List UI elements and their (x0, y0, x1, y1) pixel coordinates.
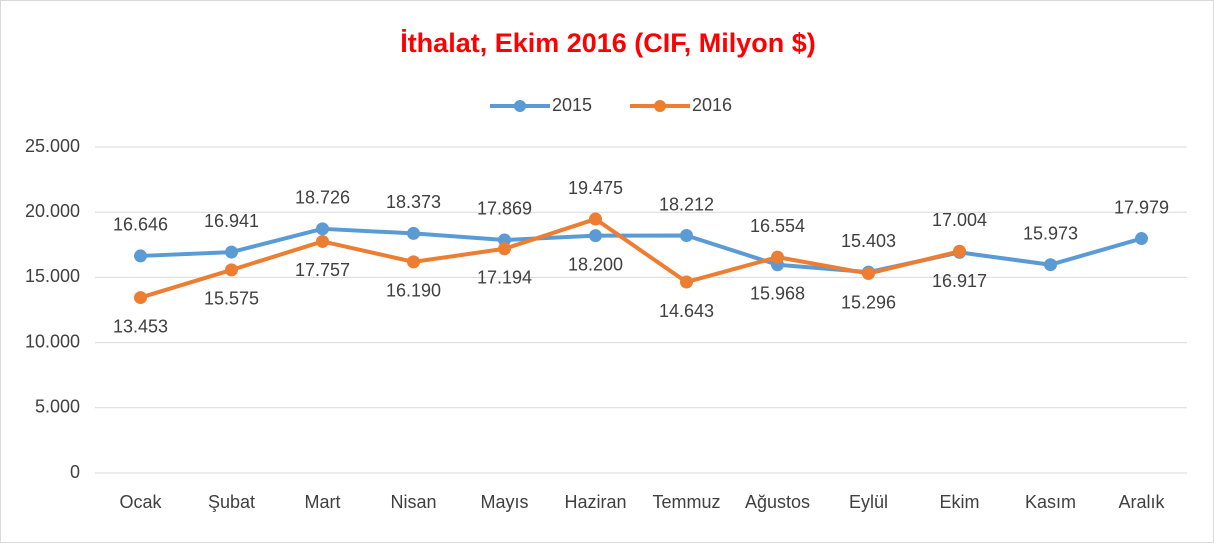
data-point (134, 249, 147, 263)
data-label: 16.554 (750, 216, 805, 236)
x-tick-label: Nisan (390, 492, 436, 512)
data-label: 16.646 (113, 215, 168, 235)
data-point (1044, 258, 1057, 272)
x-tick-label: Haziran (564, 492, 626, 512)
data-label: 17.194 (477, 268, 532, 288)
x-tick-label: Mayıs (480, 492, 528, 512)
data-label: 17.757 (295, 260, 350, 280)
data-point (225, 245, 238, 259)
y-tick-label: 15.000 (25, 266, 80, 286)
data-point (680, 275, 693, 289)
data-point (771, 250, 784, 264)
data-point (316, 222, 329, 236)
data-label: 18.726 (295, 188, 350, 208)
data-point (1135, 232, 1148, 246)
data-label: 14.643 (659, 301, 714, 321)
data-label: 18.373 (386, 192, 441, 212)
x-tick-label: Kasım (1025, 492, 1076, 512)
data-point (589, 212, 602, 226)
data-label: 17.004 (932, 210, 987, 230)
data-label: 17.869 (477, 199, 532, 219)
y-tick-label: 10.000 (25, 331, 80, 351)
data-label: 16.941 (204, 211, 259, 231)
y-tick-label: 5.000 (35, 397, 80, 417)
x-tick-label: Şubat (208, 492, 255, 512)
data-point (225, 263, 238, 277)
chart-title: İthalat, Ekim 2016 (CIF, Milyon $) (400, 28, 816, 58)
x-tick-label: Ağustos (745, 492, 810, 512)
data-point (589, 229, 602, 243)
data-point (316, 234, 329, 248)
legend-label: 2015 (552, 95, 592, 115)
y-tick-label: 0 (70, 462, 80, 482)
data-label: 18.200 (568, 254, 623, 274)
data-label: 13.453 (113, 316, 168, 336)
data-label: 18.212 (659, 194, 714, 214)
x-tick-label: Eylül (849, 492, 888, 512)
y-tick-label: 25.000 (25, 136, 80, 156)
data-label: 15.296 (841, 292, 896, 312)
x-tick-label: Aralık (1118, 492, 1165, 512)
series-line (140, 226, 1143, 275)
x-tick-label: Ekim (940, 492, 980, 512)
data-point (498, 242, 511, 256)
data-label: 17.979 (1114, 197, 1169, 217)
series-line (139, 217, 960, 300)
data-point (680, 229, 693, 243)
data-point (407, 226, 420, 240)
data-label: 15.575 (204, 289, 259, 309)
data-point (407, 255, 420, 269)
data-label: 15.968 (750, 284, 805, 304)
x-tick-label: Temmuz (652, 492, 720, 512)
y-tick-label: 20.000 (25, 201, 80, 221)
legend-marker (514, 100, 526, 112)
data-label: 19.475 (568, 178, 623, 198)
legend-label: 2016 (692, 95, 732, 115)
data-point (862, 267, 875, 281)
data-point (134, 291, 147, 305)
data-label: 16.917 (932, 271, 987, 291)
data-point (953, 244, 966, 258)
data-label: 16.190 (386, 281, 441, 301)
data-label: 15.403 (841, 231, 896, 251)
legend-marker (654, 100, 666, 112)
x-tick-label: Mart (305, 492, 341, 512)
data-label: 15.973 (1023, 223, 1078, 243)
x-tick-label: Ocak (119, 492, 162, 512)
